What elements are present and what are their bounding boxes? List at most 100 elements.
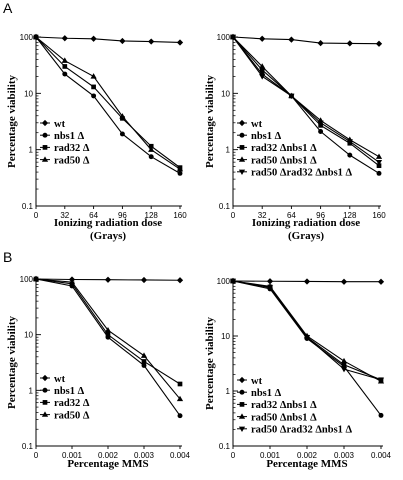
y-tick-label: 1 xyxy=(226,387,231,396)
series-line-1 xyxy=(35,36,181,174)
y-tick-label: 10 xyxy=(221,332,230,341)
legend-marker xyxy=(239,389,245,395)
data-point xyxy=(317,39,324,47)
legend-label: rad32 Δnbs1 Δ xyxy=(251,143,317,154)
x-axis-title: Percentage MMS xyxy=(266,458,347,470)
y-axis-title: Percentage viability xyxy=(204,317,216,410)
x-tick-label: 0.002 xyxy=(297,451,318,460)
data-point xyxy=(176,165,184,172)
y-tick-label: 100 xyxy=(20,275,34,284)
legend-label: nbs1 Δ xyxy=(54,386,85,397)
x-tick-label: 160 xyxy=(173,211,187,220)
chart-b-right: 0.1 1 10 100 0 0.001 0.002 0.003 0.004 Percentage… xyxy=(204,277,392,470)
y-tick-label: 1 xyxy=(29,386,34,395)
x-axis-title: Ionizing radiation dose xyxy=(252,217,360,229)
x-axis-subtitle: (Grays) xyxy=(288,230,324,242)
legend-label: nbs1 Δ xyxy=(251,131,282,142)
data-point xyxy=(266,278,274,285)
series-line-4 xyxy=(232,36,380,163)
data-point xyxy=(148,143,154,149)
data-point xyxy=(148,146,155,152)
data-point xyxy=(62,71,68,77)
data-point xyxy=(90,35,97,42)
panel-label-b: B xyxy=(3,249,12,265)
data-point xyxy=(341,362,347,368)
data-point xyxy=(91,93,97,99)
x-tick-label: 0 xyxy=(34,451,39,460)
data-point xyxy=(346,40,353,47)
y-axis-title: Percentage viability xyxy=(204,75,216,168)
series-line-2 xyxy=(232,280,382,381)
data-point xyxy=(176,395,184,402)
legend-label: wt xyxy=(251,376,263,387)
data-point xyxy=(177,381,183,387)
data-point xyxy=(259,63,266,69)
data-point xyxy=(317,120,324,127)
x-tick-label: 0.004 xyxy=(170,451,191,460)
legend-label: rad50 Δ xyxy=(54,155,90,166)
x-tick-label: 64 xyxy=(287,211,296,220)
data-point xyxy=(90,73,97,79)
data-point xyxy=(32,33,40,40)
y-tick-label: 1 xyxy=(29,146,34,155)
data-point xyxy=(259,35,266,42)
data-point xyxy=(288,36,295,43)
data-point xyxy=(177,170,183,176)
data-point xyxy=(61,35,68,42)
legend-marker xyxy=(238,426,246,433)
legend-label: rad32 Δ xyxy=(54,398,90,409)
data-point xyxy=(377,377,385,384)
data-point xyxy=(119,131,125,137)
data-point xyxy=(340,366,348,373)
data-point xyxy=(229,34,237,41)
legend-label: rad50 Δrad32 Δnbs1 Δ xyxy=(251,425,353,436)
legend-marker xyxy=(238,156,246,162)
legend-label: rad50 Δnbs1 Δ xyxy=(251,155,317,166)
series-line-0 xyxy=(35,36,181,44)
x-tick-label: 0.003 xyxy=(134,451,155,460)
data-point xyxy=(119,113,126,119)
data-point xyxy=(347,152,353,158)
legend-label: wt xyxy=(251,119,263,130)
y-tick-label: 0.1 xyxy=(219,442,231,451)
data-point xyxy=(266,285,274,291)
data-point xyxy=(346,139,353,145)
chart-b-left: 0.1 1 10 100 0 0.001 0.002 0.003 0.004 Percentage… xyxy=(6,275,191,470)
x-tick-label: 96 xyxy=(118,211,127,220)
legend-marker xyxy=(42,400,48,405)
data-point xyxy=(104,276,112,283)
data-point xyxy=(140,276,148,284)
y-tick-label: 100 xyxy=(20,33,34,42)
data-point xyxy=(377,278,385,285)
data-point xyxy=(176,39,184,46)
legend-label: nbs1 Δ xyxy=(251,388,282,399)
legend-label: rad50 Δ xyxy=(54,410,90,421)
series-line-1 xyxy=(232,36,380,174)
data-point xyxy=(303,335,311,341)
data-point xyxy=(375,159,383,166)
series-line-2 xyxy=(232,36,380,167)
data-point xyxy=(148,38,155,45)
data-point xyxy=(318,129,324,134)
data-point xyxy=(61,57,68,63)
data-point xyxy=(375,40,383,47)
data-point xyxy=(62,64,68,69)
y-tick-label: 0.1 xyxy=(219,202,231,211)
series-line-0 xyxy=(232,36,380,45)
legend-marker xyxy=(238,376,246,384)
x-tick-label: 0 xyxy=(34,211,39,220)
legend-label: rad50 Δnbs1 Δ xyxy=(251,412,317,423)
x-tick-label: 32 xyxy=(60,211,69,220)
data-point xyxy=(148,154,154,160)
x-axis-subtitle: (Grays) xyxy=(90,230,126,242)
x-tick-label: 32 xyxy=(258,211,267,220)
legend-marker xyxy=(239,132,245,138)
data-point xyxy=(340,357,348,364)
series-line-2 xyxy=(35,36,181,169)
y-tick-label: 0.1 xyxy=(22,202,34,211)
y-axis-title: Percentage viability xyxy=(6,316,18,409)
data-point xyxy=(141,359,147,364)
x-tick-label: 0 xyxy=(231,451,236,460)
legend-label: rad50 Δrad32 Δnbs1 Δ xyxy=(251,168,353,179)
legend-label: wt xyxy=(54,119,66,130)
